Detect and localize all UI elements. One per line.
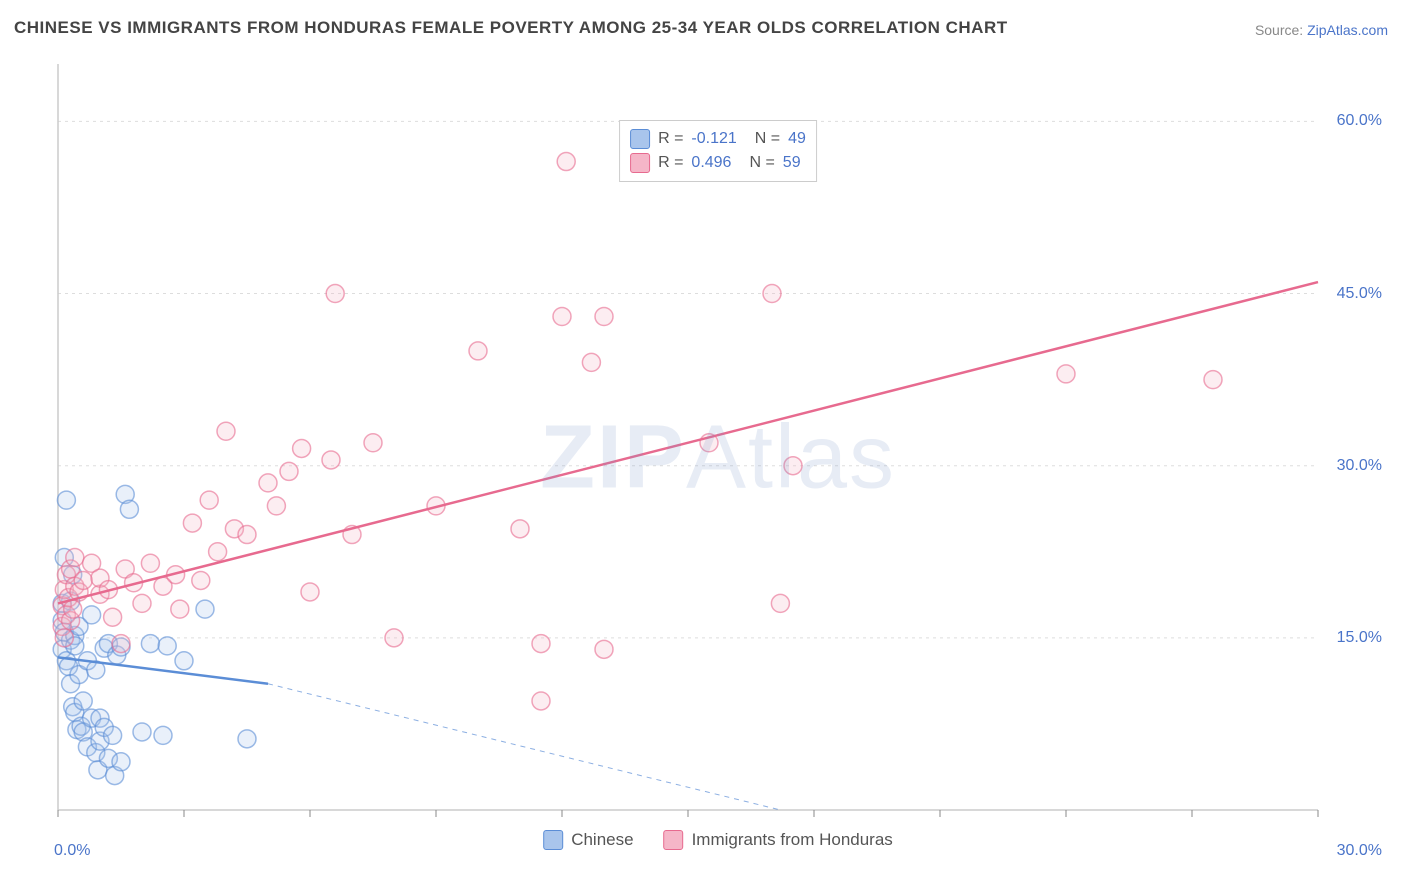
legend-row-chinese: R = -0.121 N = 49 xyxy=(630,127,806,151)
source-credit: Source: ZipAtlas.com xyxy=(1255,22,1388,38)
r-label: R = xyxy=(658,127,683,151)
source-prefix: Source: xyxy=(1255,22,1307,38)
legend-label-chinese: Chinese xyxy=(571,830,633,850)
legend-label-honduras: Immigrants from Honduras xyxy=(692,830,893,850)
legend-item-chinese: Chinese xyxy=(543,830,633,850)
swatch-honduras xyxy=(664,830,684,850)
x-tick-30: 30.0% xyxy=(1337,842,1382,860)
r-label: R = xyxy=(658,151,683,175)
chart-title: CHINESE VS IMMIGRANTS FROM HONDURAS FEMA… xyxy=(14,18,1008,38)
n-value-honduras: 59 xyxy=(783,151,801,175)
legend-item-honduras: Immigrants from Honduras xyxy=(664,830,893,850)
correlation-legend: R = -0.121 N = 49 R = 0.496 N = 59 xyxy=(619,120,817,182)
n-label: N = xyxy=(755,127,780,151)
y-tick-15: 15.0% xyxy=(1337,629,1382,647)
swatch-chinese xyxy=(630,129,650,149)
y-tick-45: 45.0% xyxy=(1337,285,1382,303)
x-tick-0: 0.0% xyxy=(54,842,90,860)
chart-area: ZIPAtlas R = -0.121 N = 49 R = 0.496 N =… xyxy=(48,58,1388,858)
swatch-chinese xyxy=(543,830,563,850)
source-link[interactable]: ZipAtlas.com xyxy=(1307,22,1388,38)
legend-row-honduras: R = 0.496 N = 59 xyxy=(630,151,806,175)
n-label: N = xyxy=(749,151,774,175)
y-tick-30: 30.0% xyxy=(1337,457,1382,475)
r-value-honduras: 0.496 xyxy=(691,151,731,175)
swatch-honduras xyxy=(630,153,650,173)
series-legend: Chinese Immigrants from Honduras xyxy=(543,830,893,850)
n-value-chinese: 49 xyxy=(788,127,806,151)
y-tick-60: 60.0% xyxy=(1337,112,1382,130)
r-value-chinese: -0.121 xyxy=(691,127,736,151)
